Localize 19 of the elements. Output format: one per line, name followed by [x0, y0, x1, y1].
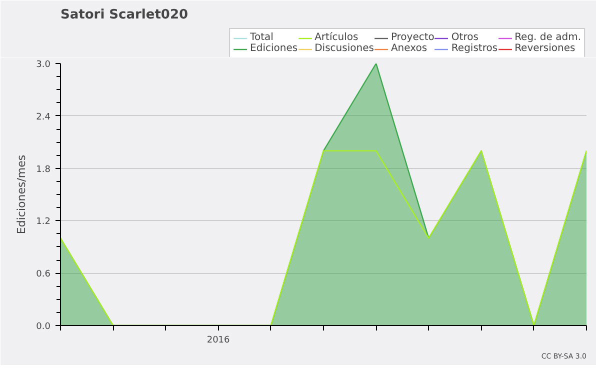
x-tick-label: 2016	[206, 336, 230, 346]
legend-label: Discusiones	[314, 43, 374, 54]
chart-title: Satori Scarlet020	[60, 8, 188, 22]
legend-label: Ediciones	[250, 43, 298, 54]
y-tick-label: 2.4	[36, 112, 51, 122]
y-tick-label: 0.0	[36, 322, 51, 332]
legend-label: Reversiones	[514, 43, 576, 54]
legend-label: Reg. de adm.	[514, 32, 581, 43]
y-tick-label: 0.6	[36, 270, 51, 280]
legend-label: Artículos	[314, 32, 358, 43]
y-tick-label: 1.2	[36, 217, 51, 228]
legend-label: Otros	[451, 32, 478, 43]
legend-label: Proyecto	[390, 32, 434, 43]
legend-label: Anexos	[390, 43, 428, 54]
y-tick-label: 3.0	[36, 60, 51, 70]
y-tick-label: 1.8	[36, 164, 51, 175]
y-axis-title: Ediciones/mes	[15, 154, 28, 234]
legend-label: Registros	[451, 43, 498, 54]
legend-label: Total	[250, 32, 274, 43]
